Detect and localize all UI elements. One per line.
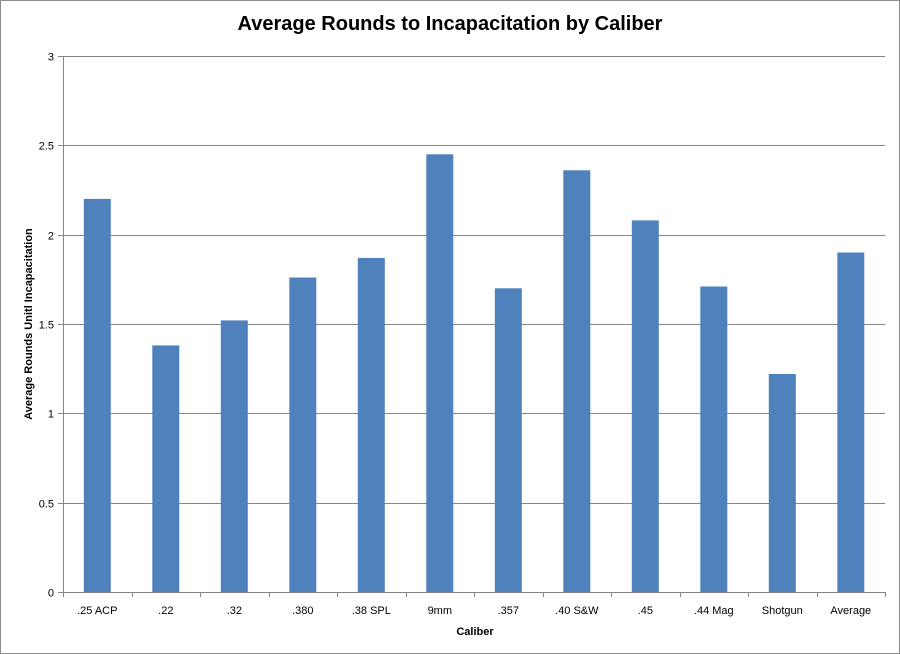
x-tick-label: .22 — [158, 605, 173, 617]
x-tick-label: .40 S&W — [555, 605, 599, 617]
y-tick-label: 2 — [48, 231, 54, 243]
y-tick-label: 0.5 — [39, 499, 54, 511]
y-tick-label: 2.5 — [39, 141, 54, 153]
gridlines — [58, 56, 886, 597]
bar — [426, 154, 454, 593]
x-tick-labels: .25 ACP .22 .32 .380 .38 SPL 9mm .357 .40 S&W .4… — [77, 605, 871, 617]
bar — [768, 374, 796, 592]
x-tick-label: .44 Mag — [694, 605, 734, 617]
y-tick-label: 3 — [48, 52, 54, 64]
bar — [289, 277, 317, 592]
x-tick-label: .380 — [292, 605, 313, 617]
bar — [220, 320, 248, 592]
bar — [563, 170, 591, 593]
x-tick-label: Average — [830, 605, 871, 617]
x-tick-label: .38 SPL — [352, 605, 391, 617]
bars — [83, 154, 865, 593]
bar — [700, 286, 728, 592]
y-tick-label: 1 — [48, 409, 54, 421]
bar — [152, 345, 180, 592]
chart-title: Average Rounds to Incapacitation by Cali… — [237, 13, 663, 35]
bar — [494, 288, 522, 592]
bar — [357, 257, 385, 592]
x-tick-label: Shotgun — [762, 605, 803, 617]
bar — [837, 252, 865, 592]
y-tick-label: 0 — [48, 588, 54, 600]
y-tick-labels: 0 0.5 1 1.5 2 2.5 3 — [39, 52, 54, 600]
x-tick-label: .45 — [638, 605, 653, 617]
bar — [631, 220, 659, 592]
x-tick-label: 9mm — [428, 605, 452, 617]
x-tick-label: .357 — [498, 605, 519, 617]
y-tick-label: 1.5 — [39, 320, 54, 332]
y-axis-title: Average Rounds Unitl Incapacitation — [23, 228, 35, 420]
bar — [83, 198, 111, 592]
x-tick-label: .32 — [227, 605, 242, 617]
x-axis-title: Caliber — [456, 626, 494, 638]
x-tick-label: .25 ACP — [77, 605, 117, 617]
